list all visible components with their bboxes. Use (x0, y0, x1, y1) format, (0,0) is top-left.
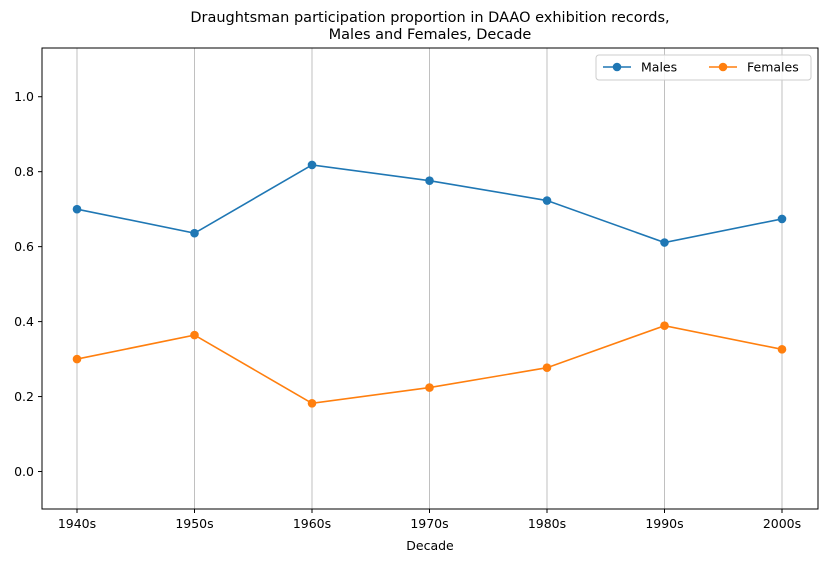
x-tick-label: 1960s (293, 516, 331, 531)
y-tick-label: 0.0 (14, 464, 34, 479)
data-point-males (72, 204, 82, 214)
y-tick-label: 0.2 (14, 389, 34, 404)
legend-marker-males (612, 62, 622, 72)
x-tick-label: 1990s (645, 516, 683, 531)
data-point-females (190, 330, 199, 340)
series-females (72, 321, 787, 408)
data-point-females (72, 354, 82, 364)
series-layer (72, 160, 787, 408)
y-tick-label: 0.6 (14, 239, 34, 254)
data-point-males (190, 228, 199, 238)
data-point-males (307, 160, 317, 170)
legend-label-males: Males (641, 60, 677, 75)
x-axis-label: Decade (406, 538, 454, 553)
y-tick-label: 1.0 (14, 89, 34, 104)
x-axis-ticks: 1940s 1950s 1960s 1970s 1980s 1990s 2000s (58, 509, 801, 531)
y-tick-label: 0.4 (14, 314, 34, 329)
data-point-females (425, 383, 434, 392)
data-point-males (660, 238, 669, 247)
data-point-males (425, 176, 434, 185)
legend-box (595, 54, 812, 81)
data-point-males (777, 214, 787, 224)
x-tick-label: 2000s (763, 516, 801, 531)
x-tick-label: 1970s (410, 516, 448, 531)
data-point-females (777, 345, 787, 354)
plot-frame (41, 47, 819, 510)
x-tick-label: 1980s (528, 516, 566, 531)
data-point-females (660, 321, 669, 331)
legend-marker-females (718, 62, 728, 72)
data-point-males (542, 196, 552, 205)
x-tick-label: 1950s (175, 516, 213, 531)
chart-title-line-2: Males and Females, Decade (329, 27, 532, 43)
x-tick-label: 1940s (58, 516, 96, 531)
data-point-females (307, 399, 317, 408)
grid-lines (76, 48, 783, 509)
y-axis-ticks: 0.0 0.2 0.4 0.6 0.8 1.0 (14, 89, 42, 479)
legend-label-females: Females (747, 60, 799, 75)
chart-title-line-1: Draughtsman participation proportion in … (190, 10, 669, 26)
y-tick-label: 0.8 (14, 164, 34, 179)
data-point-females (542, 363, 552, 373)
legend: Males Females (595, 54, 812, 81)
series-males (72, 160, 787, 247)
